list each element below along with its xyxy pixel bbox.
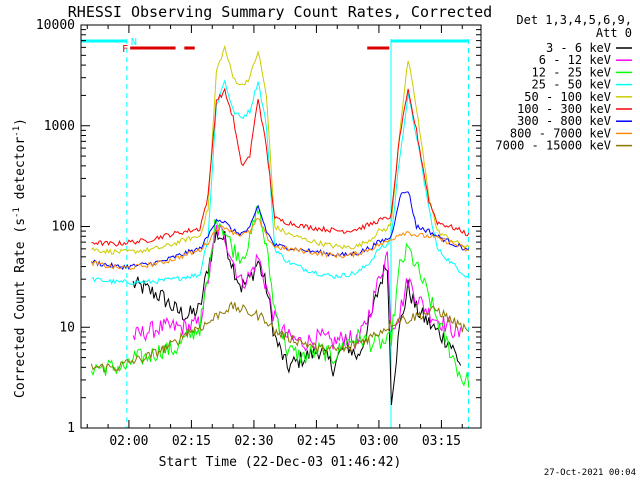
flag-label-1: F — [122, 44, 128, 55]
legend-label-6: 300 - 800 keV — [517, 114, 611, 128]
series-line-1 — [132, 224, 462, 352]
y-axis-label-sup2: -1 — [12, 126, 22, 137]
y-tick-label: 1 — [67, 421, 75, 436]
legend-label-8: 7000 - 15000 keV — [495, 139, 611, 153]
legend-label-7: 800 - 7000 keV — [510, 126, 611, 140]
series-line-6 — [91, 191, 470, 271]
legend-label-2: 12 - 25 keV — [532, 65, 611, 79]
y-axis-label-close: ) — [13, 118, 28, 126]
series-line-8 — [90, 301, 470, 373]
x-tick-label: 02:30 — [234, 434, 273, 449]
footer-timestamp: 27-Oct-2021 00:04 — [544, 468, 636, 478]
legend-label-4: 50 - 100 keV — [524, 90, 611, 104]
y-axis-label-tail: detector — [13, 137, 28, 208]
series-layer — [90, 44, 470, 406]
x-tick-label: 02:45 — [297, 434, 336, 449]
x-tick-label: 02:00 — [109, 434, 148, 449]
axes: 02:00 02:15 02:30 02:45 03:00 03:15 1 10 100 1000… — [36, 18, 482, 449]
y-tick-label: 100 — [52, 220, 75, 235]
legend-header-attenuator: Att 0 — [596, 26, 632, 40]
plot-area — [81, 25, 481, 428]
y-tick-label: 10000 — [36, 18, 75, 33]
y-axis-label-main: Corrected Count Rate (s — [13, 218, 28, 398]
y-axis-label: Corrected Count Rate (s-1 detector-1) — [12, 118, 28, 398]
legend-label-3: 25 - 50 keV — [532, 78, 611, 92]
series-line-5 — [91, 87, 470, 247]
legend-header-detectors: Det 1,3,4,5,6,9, — [516, 13, 632, 27]
chart-title: RHESSI Observing Summary Count Rates, Co… — [68, 3, 492, 21]
x-tick-label: 03:15 — [422, 434, 461, 449]
legend-label-5: 100 - 300 keV — [517, 102, 611, 116]
x-axis-label: Start Time (22-Dec-03 01:46:42) — [159, 455, 402, 470]
series-line-4 — [91, 44, 470, 255]
flag-label-0: N — [131, 37, 137, 48]
series-line-0 — [132, 229, 462, 406]
series-line-7 — [90, 217, 470, 271]
y-axis-label-sup: -1 — [12, 207, 22, 218]
y-tick-label: 10 — [59, 320, 75, 335]
plot-background — [81, 25, 481, 428]
x-tick-label: 03:00 — [359, 434, 398, 449]
flag-bars: NF — [81, 37, 469, 55]
legend-label-0: 3 - 6 keV — [546, 41, 611, 55]
legend-label-1: 6 - 12 keV — [539, 53, 611, 67]
x-tick-label: 02:15 — [172, 434, 211, 449]
y-tick-label: 1000 — [44, 119, 75, 134]
series-line-3 — [91, 79, 470, 285]
